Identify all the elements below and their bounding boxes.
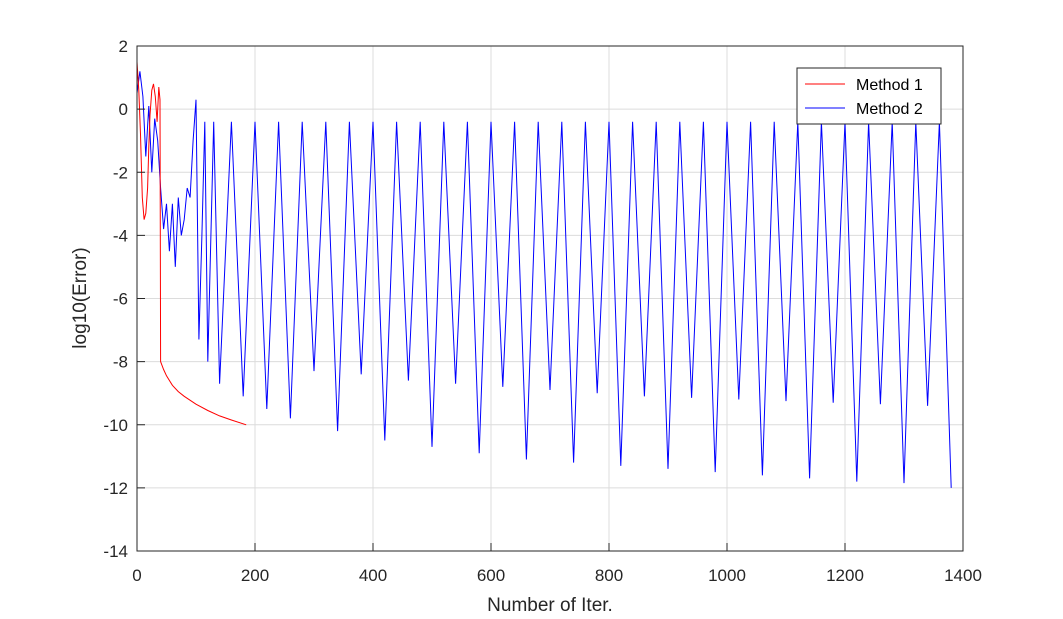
x-tick-label: 1200 — [826, 566, 864, 585]
y-tick-label: 2 — [119, 37, 128, 56]
y-axis-label: log10(Error) — [70, 247, 91, 348]
series-line-method-2 — [136, 71, 952, 488]
x-axis-label: Number of Iter. — [487, 595, 613, 616]
y-tick-label: -10 — [103, 416, 128, 435]
tick-marks — [136, 45, 964, 552]
legend-label-method-1: Method 1 — [856, 77, 923, 94]
y-tick-label: -4 — [113, 226, 128, 245]
series-group — [136, 61, 952, 488]
x-tick-label: 1000 — [708, 566, 746, 585]
y-tick-labels: 2 0 -2 -4 -6 -8 -10 -12 -14 — [103, 37, 128, 561]
y-tick-label: -14 — [103, 542, 128, 561]
x-tick-label: 400 — [359, 566, 387, 585]
y-tick-label: 0 — [119, 100, 128, 119]
series-line-method-1 — [136, 61, 247, 426]
x-tick-label: 0 — [132, 566, 141, 585]
x-tick-label: 600 — [477, 566, 505, 585]
y-tick-label: -2 — [113, 163, 128, 182]
x-tick-label: 800 — [595, 566, 623, 585]
y-tick-label: -6 — [113, 290, 128, 309]
x-tick-labels: 0 200 400 600 800 1000 1200 1400 — [132, 566, 982, 585]
legend-box — [796, 67, 942, 125]
legend-label-method-2: Method 2 — [856, 101, 923, 118]
y-tick-label: -12 — [103, 479, 128, 498]
legend: Method 1 Method 2 — [796, 67, 942, 125]
x-tick-label: 1400 — [944, 566, 982, 585]
x-tick-label: 200 — [241, 566, 269, 585]
y-tick-label: -8 — [113, 353, 128, 372]
